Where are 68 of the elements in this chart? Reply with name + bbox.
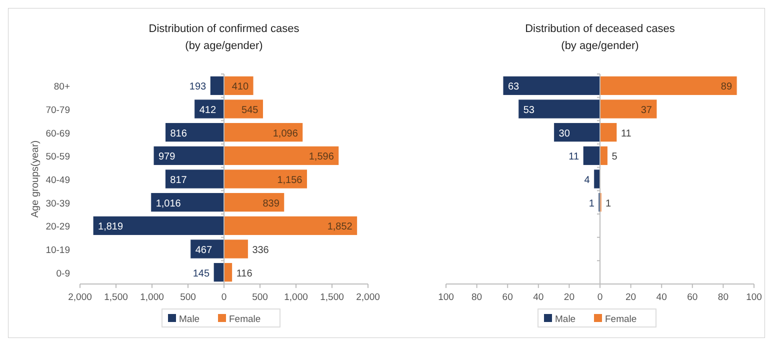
data-label: 11: [620, 128, 632, 140]
x-tick-label: 20: [626, 292, 636, 303]
x-tick-label: 100: [746, 292, 762, 303]
data-label: 145: [192, 268, 210, 280]
x-tick-label: 1,500: [320, 292, 344, 303]
data-label: 89: [720, 82, 732, 93]
chart-subtitle: (by age/gender): [185, 40, 263, 52]
data-label: 545: [242, 105, 259, 116]
legend-label: Male: [555, 314, 576, 325]
data-label: 37: [640, 105, 652, 116]
x-tick-label: 40: [656, 292, 667, 303]
chart-title: Distribution of confirmed cases: [148, 23, 300, 35]
x-tick-label: 20: [564, 292, 574, 303]
x-tick-label: 80: [472, 292, 482, 303]
data-label: 1: [606, 198, 612, 210]
x-tick-label: 60: [502, 292, 513, 303]
chart-subtitle: (by age/gender): [561, 40, 639, 52]
y-tick-label: 30-39: [46, 198, 70, 210]
data-label: 1,096: [272, 128, 298, 140]
data-label: 816: [170, 128, 188, 140]
data-label: 63: [508, 82, 520, 93]
data-label: 839: [262, 198, 280, 210]
x-tick-label: 1,000: [140, 292, 164, 303]
data-label: 53: [523, 105, 535, 116]
x-tick-label: 40: [533, 292, 544, 303]
data-label: 467: [195, 245, 212, 256]
data-label: 1,596: [308, 152, 334, 163]
legend-label: Female: [605, 314, 637, 325]
x-tick-label: 1,000: [284, 292, 308, 303]
data-label: 1,016: [156, 198, 182, 210]
x-tick-label: 2,000: [68, 292, 92, 303]
data-label: 11: [568, 152, 580, 163]
x-tick-label: 0: [221, 292, 227, 303]
data-label: 412: [199, 105, 216, 116]
y-tick-label: 10-19: [46, 245, 70, 256]
x-tick-label: 1,500: [104, 292, 128, 303]
y-axis-title: Age groups(year): [30, 140, 41, 218]
data-label: 336: [252, 245, 270, 256]
legend-label: Female: [229, 314, 261, 325]
data-label: 817: [170, 175, 188, 186]
data-label: 1,819: [98, 222, 124, 233]
x-tick-label: 60: [687, 292, 698, 303]
y-tick-label: 40-49: [46, 175, 70, 186]
data-label: 979: [158, 152, 176, 163]
data-label: 5: [612, 152, 618, 163]
data-label: 30: [558, 128, 570, 140]
x-tick-label: 500: [180, 292, 196, 303]
x-tick-label: 500: [252, 292, 268, 303]
legend-label: Male: [179, 314, 200, 325]
data-label: 4: [584, 175, 590, 186]
x-tick-label: 2,000: [356, 292, 380, 303]
x-tick-label: 0: [597, 292, 603, 303]
y-tick-label: 80+: [54, 82, 70, 93]
data-label: 116: [236, 268, 253, 280]
data-label: 193: [189, 82, 207, 93]
y-tick-label: 20-29: [46, 222, 70, 233]
y-tick-label: 50-59: [46, 152, 70, 163]
x-tick-label: 100: [438, 292, 454, 303]
data-label: 1,156: [277, 175, 303, 186]
y-tick-label: 70-79: [46, 105, 70, 116]
data-label: 1: [588, 198, 595, 210]
data-label: 1,852: [327, 222, 353, 233]
bar: [594, 169, 600, 189]
data-label: 410: [232, 82, 249, 93]
y-tick-label: 60-69: [46, 128, 70, 140]
x-tick-label: 80: [718, 292, 728, 303]
chart-title: Distribution of deceased cases: [525, 23, 676, 35]
y-tick-label: 0-9: [56, 268, 70, 280]
